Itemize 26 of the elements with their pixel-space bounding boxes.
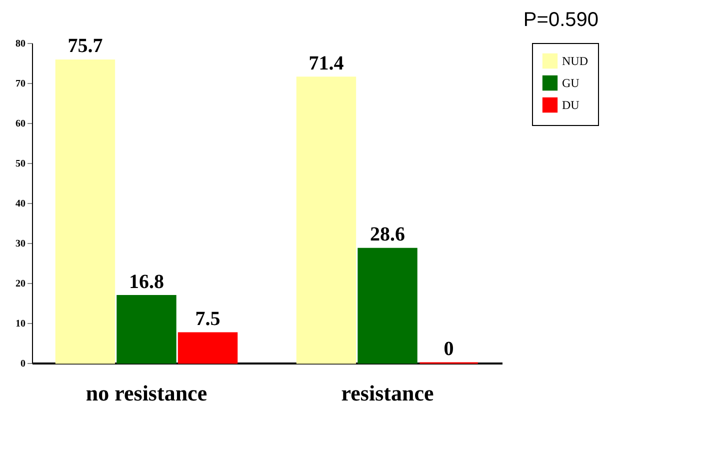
legend-label: NUD <box>562 54 588 68</box>
x-tick-label: no resistance <box>86 380 208 406</box>
y-tick-label: 20 <box>16 278 26 290</box>
y-tick-label: 60 <box>16 118 26 130</box>
bar <box>178 332 238 364</box>
legend-label: DU <box>562 98 580 112</box>
bar <box>358 248 418 364</box>
data-label: 0 <box>444 338 454 360</box>
legend-label: GU <box>562 76 580 90</box>
x-tick-label: resistance <box>341 380 434 406</box>
data-label: 7.5 <box>195 308 220 330</box>
y-tick-label: 50 <box>16 158 26 170</box>
text: P=0.590 <box>523 9 598 32</box>
data-label: 16.8 <box>128 270 164 293</box>
y-tick-label: 40 <box>16 198 26 210</box>
bar <box>296 76 356 364</box>
bar <box>55 59 116 364</box>
y-tick-label: 70 <box>16 78 26 90</box>
data-label: 71.4 <box>308 52 344 74</box>
y-tick-label: 30 <box>16 238 26 250</box>
y-tick-label: 10 <box>16 318 26 330</box>
data-label: 75.7 <box>68 35 103 58</box>
y-tick-label: 80 <box>16 38 26 50</box>
data-label: 28.6 <box>370 224 406 246</box>
y-tick-label: 0 <box>20 358 26 370</box>
bar <box>116 295 176 364</box>
